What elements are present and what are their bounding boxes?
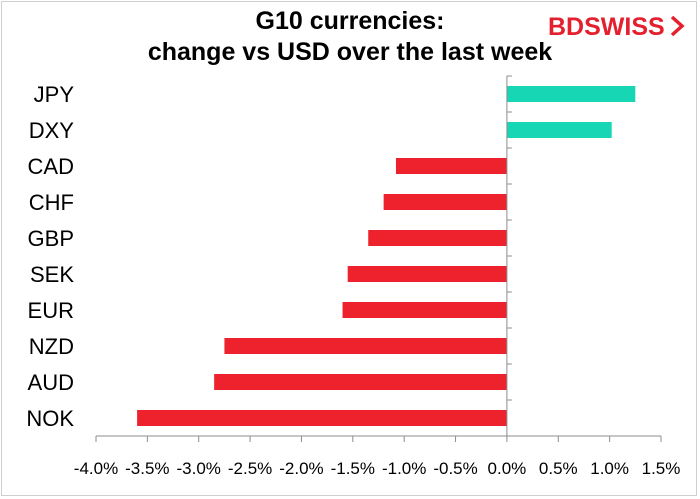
category-label-nzd: NZD (29, 334, 74, 359)
category-label-jpy: JPY (34, 82, 75, 107)
bar-sek (347, 266, 507, 282)
bdswiss-logo: BDSWISS (548, 13, 685, 41)
bar-aud (214, 374, 507, 390)
x-tick-label: 1.5% (642, 459, 681, 478)
x-tick-label: -0.5% (433, 459, 477, 478)
category-label-cad: CAD (28, 154, 74, 179)
x-tick-labels: -4.0% -3.5% -3.0% -2.5% -2.0% -1.5% -1.0% -0.5%… (74, 459, 681, 478)
x-tick-label: -3.0% (177, 459, 221, 478)
bar-eur (342, 302, 507, 318)
category-label-eur: EUR (28, 298, 74, 323)
x-tick-label: -1.0% (382, 459, 426, 478)
category-labels: JPY DXY CAD CHF GBP SEK EUR NZD AUD NOK (26, 82, 74, 431)
bar-cad (395, 158, 507, 174)
chart-title: G10 currencies: change vs USD over the l… (60, 6, 640, 68)
chart-title-line-1: G10 currencies: (255, 7, 445, 35)
category-label-sek: SEK (30, 262, 74, 287)
x-tick-label: 1.0% (590, 459, 629, 478)
category-label-dxy: DXY (29, 118, 75, 143)
axis-layer (95, 75, 662, 442)
bar-nok (137, 410, 507, 426)
bar-nzd (224, 338, 507, 354)
category-label-nok: NOK (26, 406, 74, 431)
x-tick-label: -3.5% (125, 459, 169, 478)
category-label-chf: CHF (29, 190, 74, 215)
logo-chevron-icon (670, 15, 685, 37)
category-label-gbp: GBP (28, 226, 74, 251)
bar-chf (383, 194, 507, 210)
bar-dxy (506, 122, 612, 138)
x-tick-label: -1.5% (331, 459, 375, 478)
bar-gbp (368, 230, 507, 246)
category-label-aud: AUD (28, 370, 74, 395)
bars-layer (137, 86, 636, 426)
x-tick-label: -2.5% (228, 459, 272, 478)
chart-title-line-2: change vs USD over the last week (147, 38, 553, 66)
x-tick-label: 0.5% (539, 459, 578, 478)
x-tick-label: 0.0% (488, 459, 527, 478)
bdswiss-logo-text: BDSWISS (548, 13, 665, 41)
x-tick-label: -4.0% (74, 459, 118, 478)
bar-jpy (506, 86, 636, 102)
x-tick-label: -2.0% (279, 459, 323, 478)
